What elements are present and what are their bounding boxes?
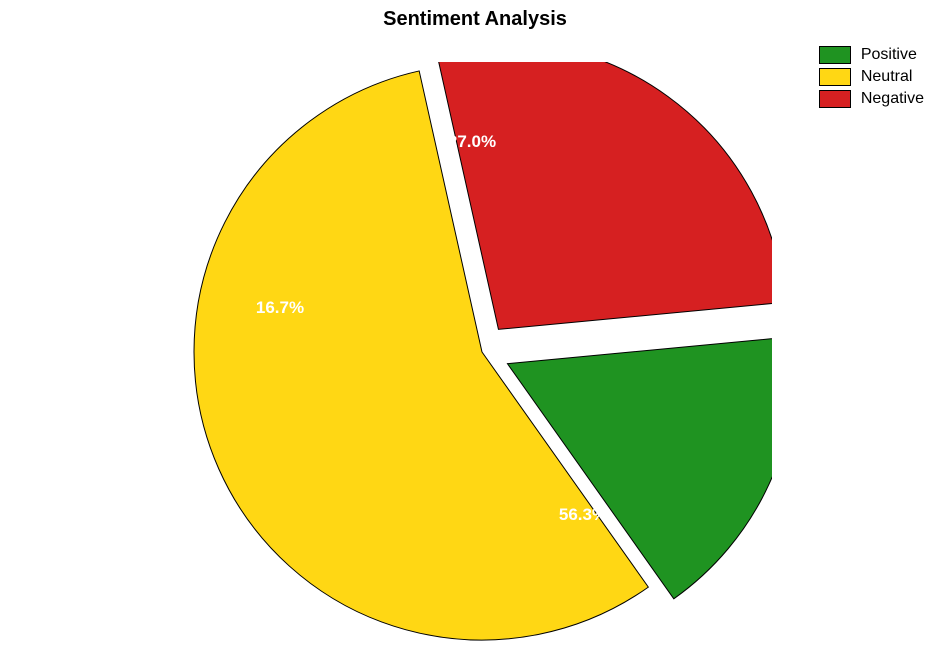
chart-legend: Positive Neutral Negative bbox=[819, 46, 924, 108]
chart-title: Sentiment Analysis bbox=[0, 8, 950, 31]
slice-label-positive: 16.7% bbox=[256, 298, 304, 318]
legend-swatch-neutral bbox=[819, 68, 851, 86]
legend-swatch-positive bbox=[819, 46, 851, 64]
legend-label-neutral: Neutral bbox=[861, 68, 913, 86]
legend-item-positive: Positive bbox=[819, 46, 924, 64]
pie-slice-negative bbox=[436, 62, 772, 329]
legend-item-negative: Negative bbox=[819, 90, 924, 108]
legend-label-negative: Negative bbox=[861, 90, 924, 108]
legend-item-neutral: Neutral bbox=[819, 68, 924, 86]
sentiment-pie-chart: Sentiment Analysis 27.0% 16.7% 56.3% Posit… bbox=[0, 0, 950, 662]
legend-swatch-negative bbox=[819, 90, 851, 108]
legend-label-positive: Positive bbox=[861, 46, 917, 64]
slice-label-negative: 27.0% bbox=[448, 132, 496, 152]
slice-label-neutral: 56.3% bbox=[559, 505, 607, 525]
